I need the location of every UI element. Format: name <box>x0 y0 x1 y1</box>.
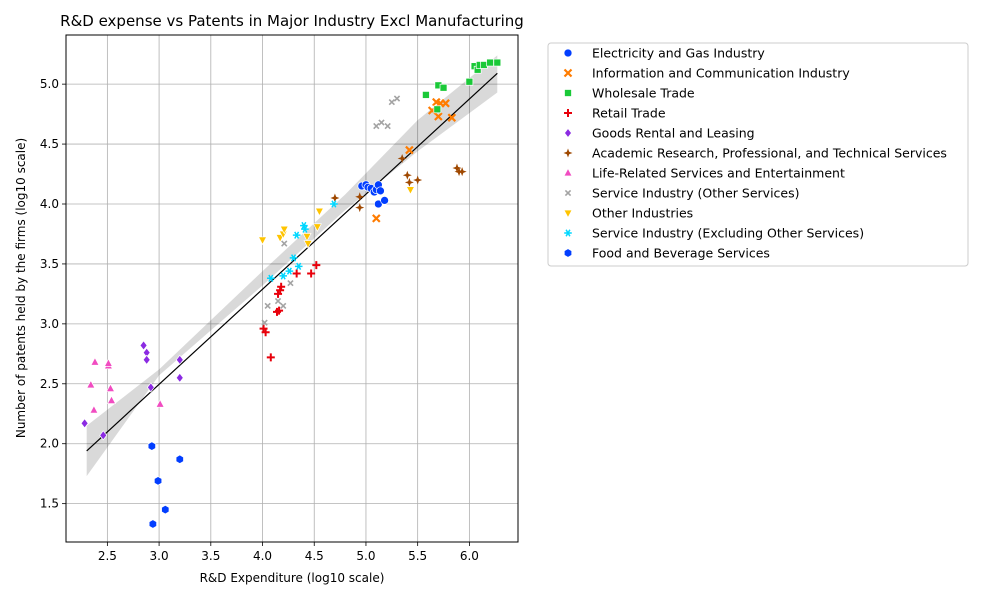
y-tick-label: 4.0 <box>40 197 59 211</box>
data-point <box>394 96 399 101</box>
data-point <box>91 358 99 366</box>
legend-label: Academic Research, Professional, and Tec… <box>592 146 947 161</box>
data-point <box>286 268 294 275</box>
x-axis-ticks: 2.5 3.0 3.5 4.0 4.5 5.0 5.5 6.0 <box>98 542 479 563</box>
legend-label: Goods Rental and Leasing <box>592 126 755 141</box>
data-point <box>87 380 95 388</box>
y-tick-label: 3.5 <box>40 257 59 271</box>
x-tick-label: 4.5 <box>305 549 324 563</box>
data-point <box>288 281 293 286</box>
legend-label: Retail Trade <box>592 106 666 121</box>
legend-item: Academic Research, Professional, and Tec… <box>564 146 947 161</box>
data-point <box>494 59 501 66</box>
x-tick-label: 5.0 <box>356 549 375 563</box>
legend-label: Wholesale Trade <box>592 86 695 101</box>
data-point <box>379 120 384 125</box>
legend-label: Service Industry (Excluding Other Servic… <box>592 226 864 241</box>
legend-item: Electricity and Gas Industry <box>564 46 765 61</box>
legend-label: Information and Communication Industry <box>592 66 850 81</box>
data-point <box>108 396 116 404</box>
data-point <box>487 59 494 66</box>
y-axis-label: Number of patents held by the firms (log… <box>14 138 28 438</box>
legend-label: Electricity and Gas Industry <box>592 46 765 61</box>
y-tick-label: 2.5 <box>40 377 59 391</box>
data-point <box>162 505 169 514</box>
data-point <box>282 241 287 246</box>
legend-label: Other Industries <box>592 206 693 221</box>
x-tick-label: 5.5 <box>408 549 427 563</box>
legend-label: Service Industry (Other Services) <box>592 186 800 201</box>
legend-item: Food and Beverage Services <box>564 246 770 261</box>
x-tick-label: 3.5 <box>201 549 220 563</box>
chart-title: R&D expense vs Patents in Major Industry… <box>60 12 524 30</box>
y-axis-ticks: 1.5 2.0 2.5 3.0 3.5 4.0 4.5 5.0 <box>40 77 66 511</box>
data-point <box>389 100 394 105</box>
y-tick-label: 2.0 <box>40 437 59 451</box>
regression-line-path <box>87 73 498 451</box>
legend-item: Service Industry (Other Services) <box>565 186 799 201</box>
legend-label: Food and Beverage Services <box>592 246 770 261</box>
x-tick-label: 3.0 <box>150 549 169 563</box>
data-point <box>373 215 380 222</box>
data-point <box>154 477 161 486</box>
legend: Electricity and Gas Industry Information … <box>548 43 968 266</box>
data-point <box>374 123 379 128</box>
x-tick-label: 6.0 <box>460 549 479 563</box>
data-point <box>259 237 267 245</box>
legend-marker <box>564 49 572 57</box>
data-point <box>275 298 280 303</box>
data-point <box>422 91 429 98</box>
regression-line <box>87 73 498 451</box>
legend-item: Life-Related Services and Entertainment <box>564 166 845 181</box>
legend-item: Information and Communication Industry <box>565 66 851 81</box>
data-point <box>434 106 441 113</box>
legend-marker <box>564 249 571 258</box>
data-point <box>413 176 422 185</box>
data-point <box>267 353 275 361</box>
data-point <box>440 84 447 91</box>
data-point <box>149 520 156 529</box>
x-tick-label: 4.0 <box>253 549 272 563</box>
y-tick-label: 4.5 <box>40 137 59 151</box>
data-point <box>466 78 473 85</box>
x-tick-label: 2.5 <box>98 549 117 563</box>
data-point <box>148 442 155 451</box>
data-point <box>156 400 164 408</box>
data-point <box>176 373 183 382</box>
data-point <box>355 203 364 212</box>
data-point <box>406 187 414 195</box>
data-point <box>143 355 150 364</box>
data-point <box>312 261 320 269</box>
y-tick-label: 5.0 <box>40 77 59 91</box>
data-point <box>315 208 323 216</box>
y-tick-label: 3.0 <box>40 317 59 331</box>
legend-item: Service Industry (Excluding Other Servic… <box>564 226 864 241</box>
data-point <box>376 187 384 195</box>
data-point <box>403 171 412 180</box>
data-point <box>381 196 389 204</box>
data-point <box>405 178 414 187</box>
data-point <box>281 303 286 308</box>
data-point <box>90 406 98 414</box>
data-point <box>385 123 390 128</box>
data-point <box>265 303 270 308</box>
data-point <box>279 273 287 280</box>
legend-label: Life-Related Services and Entertainment <box>592 166 845 181</box>
data-point <box>104 359 112 367</box>
data-point <box>293 270 301 278</box>
data-point <box>176 455 183 464</box>
y-tick-label: 1.5 <box>40 497 59 511</box>
legend-marker <box>565 90 572 97</box>
legend-item: Goods Rental and Leasing <box>565 126 755 141</box>
x-axis-label: R&D Expenditure (log10 scale) <box>200 571 385 585</box>
